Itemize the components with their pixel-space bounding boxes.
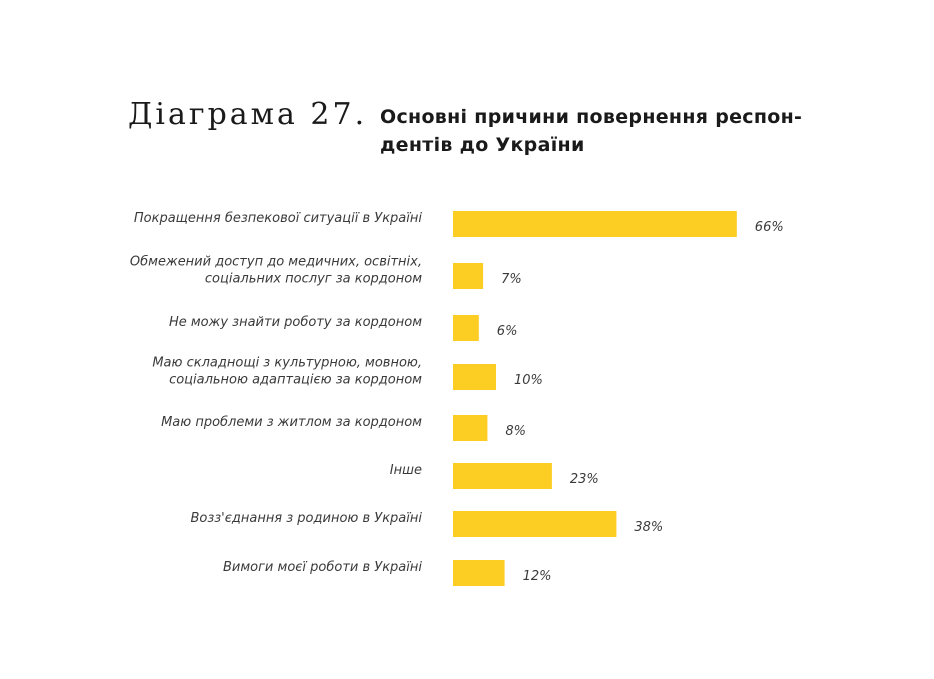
bar-5: [453, 415, 488, 441]
value-label-6: 23%: [570, 472, 599, 487]
value-label-5: 8%: [505, 424, 526, 439]
figure-title-line-1: Основні причини повернення респон-: [380, 106, 802, 128]
bar-3: [453, 315, 479, 341]
value-label-3: 6%: [497, 324, 518, 339]
figure-title-line-2: дентів до України: [380, 134, 585, 156]
value-labels-group: 66% 7% 6% 10% 8% 23% 38% 12%: [497, 220, 784, 584]
bar-4: [453, 364, 496, 390]
value-label-4: 10%: [514, 373, 543, 388]
category-label-4-line-2: соціальною адаптацією за кордоном: [169, 373, 422, 388]
category-label-2-line-1: Обмежений доступ до медичних, освітніх,: [130, 255, 422, 270]
value-label-8: 12%: [523, 569, 552, 584]
category-label-3: Не можу знайти роботу за кордоном: [169, 315, 422, 330]
figure-number: Діаграма 27.: [128, 97, 367, 132]
bars-group: [453, 211, 737, 586]
bar-2: [453, 263, 484, 289]
category-labels-group: Покращення безпекової ситуації в Україні…: [130, 211, 422, 575]
category-label-7: Возз'єднання з родиною в Україні: [190, 511, 422, 526]
bar-7: [453, 511, 617, 537]
category-label-1: Покращення безпекової ситуації в Україні: [134, 211, 423, 226]
value-label-2: 7%: [501, 272, 522, 287]
bar-8: [453, 560, 505, 586]
category-label-4-line-1: Маю складнощі з культурною, мовною,: [152, 356, 422, 371]
category-label-6: Інше: [390, 463, 422, 478]
category-label-2-line-2: соціальних послуг за кордоном: [205, 272, 422, 287]
category-label-5: Маю проблеми з житлом за кордоном: [161, 415, 422, 430]
bar-1: [453, 211, 737, 237]
value-label-1: 66%: [755, 220, 784, 235]
bar-6: [453, 463, 552, 489]
value-label-7: 38%: [634, 520, 663, 535]
category-label-8: Вимоги моєї роботи в Україні: [223, 560, 422, 575]
